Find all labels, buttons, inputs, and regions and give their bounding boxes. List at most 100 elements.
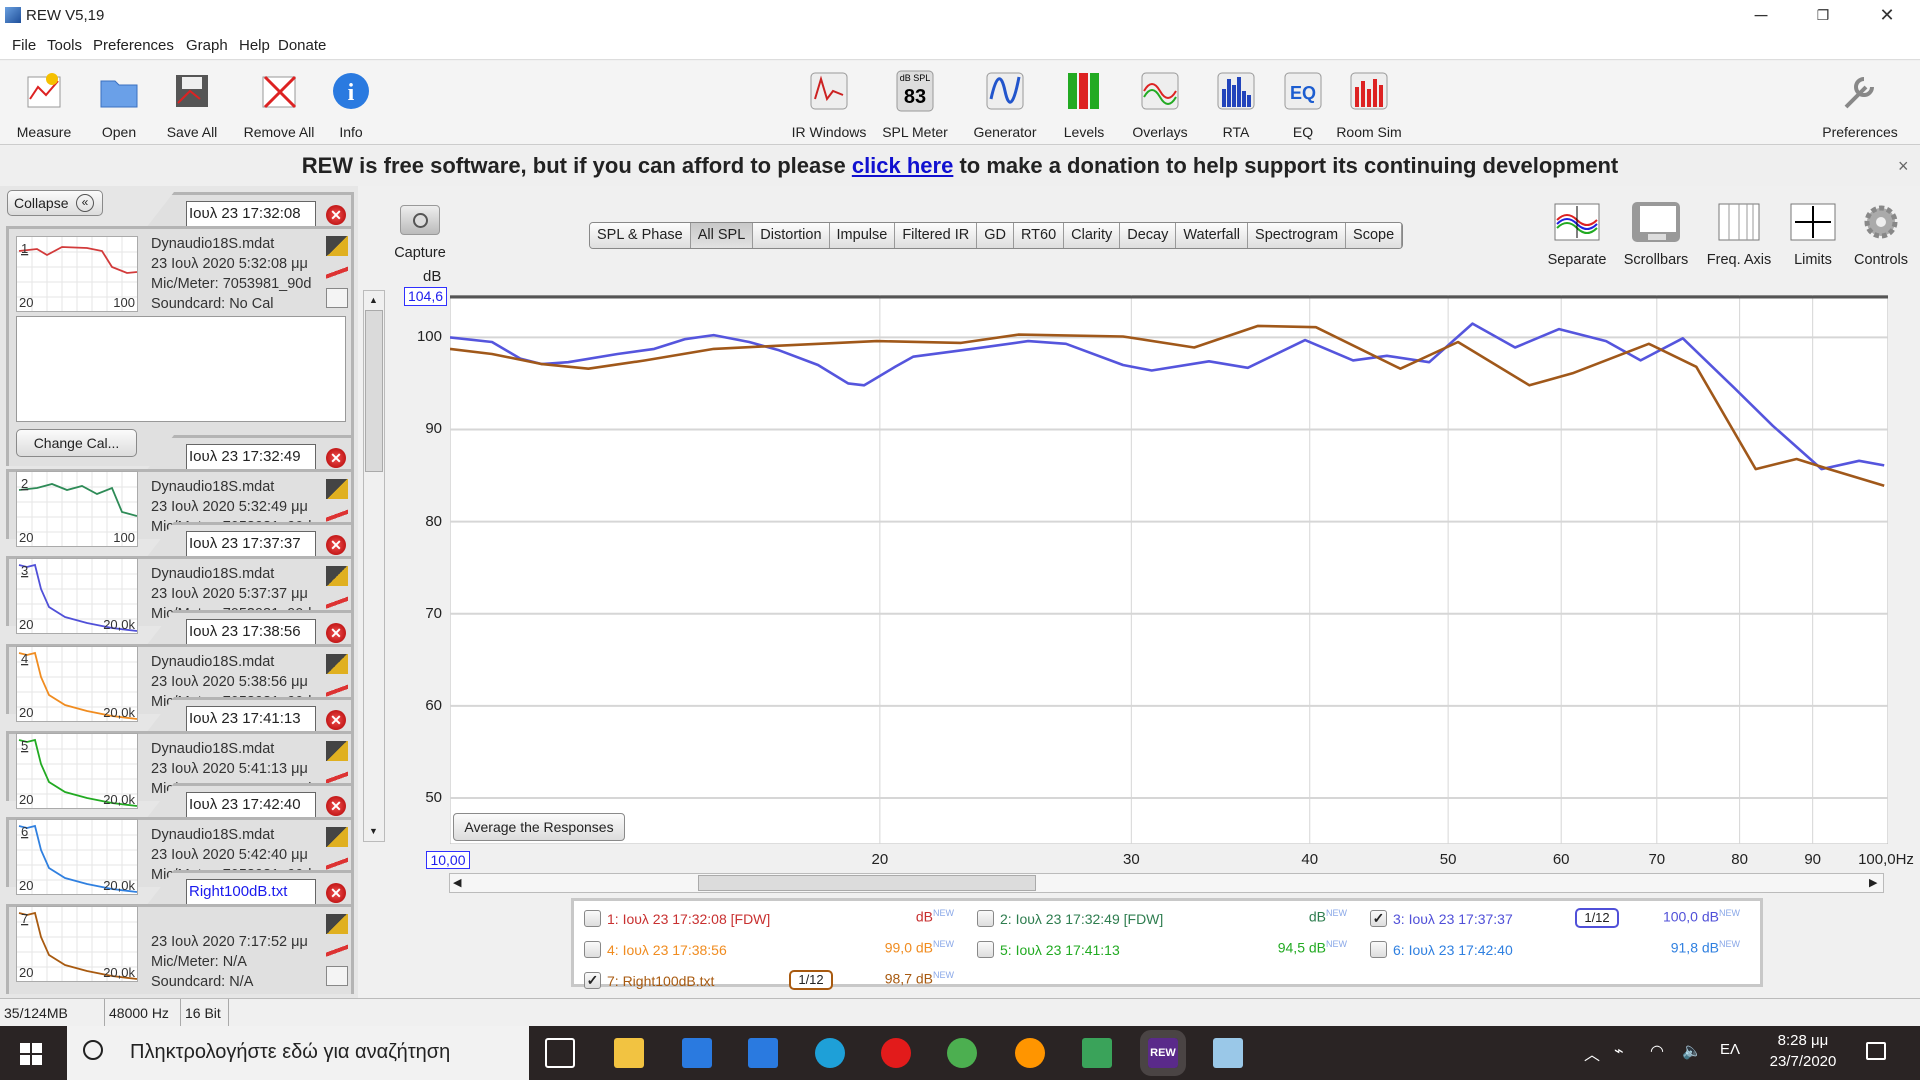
measurement-thumbnail[interactable]: 3 20 20,0k (16, 558, 138, 634)
controls-button[interactable]: Controls (1844, 202, 1918, 268)
scroll-up-icon[interactable]: ▲ (369, 295, 378, 305)
collapse-button[interactable]: Collapse « (7, 190, 103, 216)
mail-icon[interactable] (748, 1038, 778, 1068)
rta-button[interactable]: RTA (1196, 69, 1276, 140)
save-all-button[interactable]: Save All (152, 69, 232, 140)
scroll-down-icon[interactable]: ▼ (369, 826, 378, 836)
save-measurement-icon[interactable] (326, 914, 348, 934)
edit-icon[interactable] (326, 592, 348, 612)
measurement-thumbnail[interactable]: 7 20 20,0k (16, 906, 138, 982)
legend-checkbox[interactable] (584, 910, 601, 927)
edit-icon[interactable] (326, 940, 348, 960)
remove-measurement-icon[interactable]: ✕ (326, 448, 346, 468)
remove-measurement-icon[interactable]: ✕ (326, 883, 346, 903)
save-measurement-icon[interactable] (326, 479, 348, 499)
tab-gd[interactable]: GD (977, 223, 1014, 248)
scrollbar-thumb[interactable] (365, 310, 383, 472)
save-measurement-icon[interactable] (326, 236, 348, 256)
limits-button[interactable]: Limits (1776, 202, 1850, 268)
tab-spl-phase[interactable]: SPL & Phase (590, 223, 691, 248)
menu-file[interactable]: File (12, 37, 37, 54)
change-cal-button[interactable]: Change Cal... (16, 429, 137, 457)
legend-label[interactable]: 3: Ιουλ 23 17:37:37 (1393, 911, 1513, 927)
remove-measurement-icon[interactable]: ✕ (326, 623, 346, 643)
tab-clarity[interactable]: Clarity (1064, 223, 1121, 248)
edit-icon[interactable] (326, 505, 348, 525)
save-measurement-icon[interactable] (326, 566, 348, 586)
spl-meter-button[interactable]: dB SPL 83 SPL Meter (875, 69, 955, 140)
edit-icon[interactable] (326, 853, 348, 873)
task-view-icon[interactable] (545, 1038, 575, 1068)
smoothing-badge[interactable]: 1/12 (789, 970, 833, 990)
app-icon[interactable] (1213, 1038, 1243, 1068)
network-icon[interactable]: ⌁ (1614, 1043, 1624, 1060)
chrome-icon[interactable] (947, 1038, 977, 1068)
measurement-thumbnail[interactable]: 1 20 100 (16, 236, 138, 312)
info-sheet-icon[interactable] (326, 966, 348, 986)
windows-start-icon[interactable] (20, 1043, 42, 1065)
remove-measurement-icon[interactable]: ✕ (326, 796, 346, 816)
freq-axis-button[interactable]: Freq. Axis (1702, 202, 1776, 268)
legend-label[interactable]: 2: Ιουλ 23 17:32:49 [FDW] (1000, 911, 1164, 927)
legend-label[interactable]: 7: Right100dB.txt (607, 973, 715, 989)
open-button[interactable]: Open (79, 69, 159, 140)
capture-button[interactable]: Capture (392, 205, 448, 261)
series-line-7[interactable] (450, 324, 1885, 487)
language-indicator[interactable]: ΕΛ (1720, 1041, 1741, 1058)
measurement-name-field[interactable]: Ιουλ 23 17:32:08 (186, 201, 316, 227)
notifications-icon[interactable] (1866, 1042, 1886, 1060)
firefox-icon[interactable] (1015, 1038, 1045, 1068)
eq-button[interactable]: EQ EQ (1263, 69, 1343, 140)
minimize-button[interactable]: ─ (1754, 5, 1768, 25)
menu-tools[interactable]: Tools (47, 37, 83, 54)
clock[interactable]: 8:28 μμ 23/7/2020 (1768, 1032, 1838, 1070)
legend-checkbox[interactable] (977, 941, 994, 958)
close-button[interactable]: ✕ (1879, 5, 1895, 25)
edit-icon[interactable] (326, 767, 348, 787)
series-line-3[interactable] (450, 322, 1885, 471)
y-top-readout[interactable]: 104,6 (404, 287, 447, 306)
legend-label[interactable]: 5: Ιουλ 23 17:41:13 (1000, 942, 1120, 958)
measurement-name-field[interactable]: Right100dB.txt (186, 879, 316, 905)
rew-icon[interactable]: REW (1140, 1030, 1186, 1076)
tray-chevron-icon[interactable]: ︿ (1584, 1047, 1601, 1064)
room-sim-button[interactable]: Room Sim (1329, 69, 1409, 140)
remove-measurement-icon[interactable]: ✕ (326, 710, 346, 730)
smoothing-badge[interactable]: 1/12 (1575, 908, 1619, 928)
tab-all-spl[interactable]: All SPL (690, 223, 754, 248)
info-button[interactable]: i Info (311, 69, 391, 140)
remove-measurement-icon[interactable]: ✕ (326, 535, 346, 555)
separate-button[interactable]: Separate (1540, 202, 1614, 268)
restore-button[interactable]: ❐ (1816, 7, 1830, 23)
measurement-thumbnail[interactable]: 6 20 20,0k (16, 819, 138, 895)
wifi-icon[interactable]: ◠ (1650, 1043, 1664, 1060)
file-explorer-icon[interactable] (614, 1038, 644, 1068)
save-measurement-icon[interactable] (326, 827, 348, 847)
scroll-right-icon[interactable]: ▶ (1869, 877, 1878, 889)
measure-button[interactable]: Measure (4, 69, 84, 140)
opera-icon[interactable] (881, 1038, 911, 1068)
legend-label[interactable]: 1: Ιουλ 23 17:32:08 [FDW] (607, 911, 771, 927)
legend-checkbox[interactable] (584, 941, 601, 958)
measurement-notes[interactable] (16, 316, 346, 422)
taskbar-search[interactable]: Πληκτρολογήστε εδώ για αναζήτηση (67, 1026, 529, 1080)
edit-icon[interactable] (326, 262, 348, 282)
tab-decay[interactable]: Decay (1120, 223, 1177, 248)
legend-checkbox[interactable]: ✓ (584, 972, 601, 989)
preferences-button[interactable]: Preferences (1820, 69, 1900, 140)
measurement-name-field[interactable]: Ιουλ 23 17:37:37 (186, 531, 316, 557)
info-sheet-icon[interactable] (326, 288, 348, 308)
donate-link[interactable]: click here (851, 153, 954, 178)
volume-icon[interactable]: 🔈 (1682, 1043, 1702, 1060)
legend-checkbox[interactable] (1370, 941, 1387, 958)
spl-chart[interactable] (450, 295, 1888, 844)
generator-button[interactable]: Generator (965, 69, 1045, 140)
save-measurement-icon[interactable] (326, 741, 348, 761)
tab-waterfall[interactable]: Waterfall (1176, 223, 1249, 248)
measurement-name-field[interactable]: Ιουλ 23 17:42:40 (186, 792, 316, 818)
store-icon[interactable] (682, 1038, 712, 1068)
levels-button[interactable]: Levels (1044, 69, 1124, 140)
edit-icon[interactable] (326, 680, 348, 700)
remove-measurement-icon[interactable]: ✕ (326, 205, 346, 225)
measurement-name-field[interactable]: Ιουλ 23 17:38:56 (186, 619, 316, 645)
